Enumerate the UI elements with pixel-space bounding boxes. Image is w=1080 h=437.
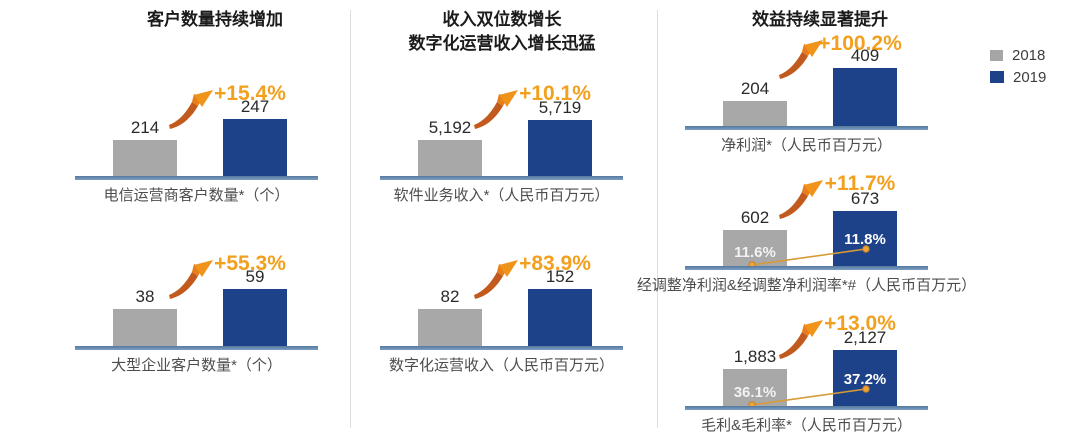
- title-line: 收入双位数增长: [442, 10, 562, 29]
- bar-2019: [833, 350, 897, 406]
- growth-label: +100.2%: [818, 32, 902, 55]
- legend-item-2018: 2018: [990, 44, 1046, 66]
- chart-caption: 软件业务收入*（人民币百万元）: [393, 187, 610, 204]
- chart-software-business-revenue: +10.1% 5,192 5,719 软件业务收入*（人民币百万元）: [380, 60, 623, 204]
- growth-arrow-icon: [779, 40, 823, 79]
- value-2018: 1,883: [733, 347, 777, 366]
- legend-item-2019: 2019: [990, 66, 1046, 88]
- value-2019: 247: [240, 97, 270, 116]
- axis-line: [75, 176, 318, 180]
- growth-arrow-icon: [474, 90, 518, 129]
- value-2019: 5,719: [538, 98, 582, 117]
- growth-label: +55.3%: [214, 252, 286, 275]
- value-2018: 214: [130, 118, 160, 137]
- value-2018: 38: [135, 287, 155, 306]
- chart-adjusted-net-profit: +11.7% 602 673 11.6% 11.8% 经调整净利润&经调整净利润…: [637, 150, 976, 294]
- growth-label: +83.9%: [519, 252, 591, 275]
- legend-label: 2018: [1012, 46, 1046, 64]
- bar-2018: [723, 369, 787, 406]
- rate-2018: 36.1%: [733, 384, 777, 401]
- bar-2019: [833, 68, 897, 126]
- bar-2018: [418, 309, 482, 346]
- axis-line: [685, 126, 928, 130]
- chart-caption: 电信运营商客户数量*（个）: [103, 187, 290, 204]
- value-2019: 2,127: [843, 328, 887, 347]
- legend-label: 2019: [1013, 68, 1047, 86]
- rate-2019: 37.2%: [843, 371, 887, 388]
- column-divider: [657, 10, 658, 428]
- bar-2019: [528, 120, 592, 176]
- title-line: 数字化运营收入增长迅猛: [408, 34, 596, 53]
- value-2018: 204: [740, 79, 770, 98]
- legend: 2018 2019: [990, 44, 1046, 88]
- growth-arrow-icon: [779, 320, 823, 359]
- column-divider: [350, 10, 351, 428]
- column-title-profit: 效益持续显著提升: [685, 8, 955, 32]
- title-line: 效益持续显著提升: [752, 10, 888, 29]
- value-2019: 409: [850, 46, 880, 65]
- bar-2019: [223, 119, 287, 176]
- growth-arrow-icon: [474, 260, 518, 299]
- bar-2019: [528, 289, 592, 346]
- chart-caption: 经调整净利润&经调整净利润率*#（人民币百万元）: [636, 277, 977, 294]
- bar-2018: [113, 140, 177, 176]
- axis-line: [380, 176, 623, 180]
- chart-digital-operation-revenue: +83.9% 82 152 数字化运营收入（人民币百万元）: [380, 230, 623, 374]
- bar-2018: [113, 309, 177, 346]
- value-2018: 5,192: [428, 118, 472, 137]
- growth-arrow-icon: [779, 180, 823, 219]
- growth-label: +13.0%: [824, 312, 896, 335]
- legend-swatch-2018: [990, 49, 1003, 61]
- value-2019: 673: [850, 189, 880, 208]
- chart-large-enterprise-customers: +55.3% 38 59 大型企业客户数量*（个）: [75, 230, 318, 374]
- bar-2019: [223, 289, 287, 346]
- value-2018: 82: [440, 287, 460, 306]
- growth-label: +15.4%: [214, 82, 286, 105]
- legend-swatch-2019: [990, 71, 1004, 83]
- growth-arrow-icon: [169, 260, 213, 299]
- chart-net-profit: +100.2% 204 409 净利润*（人民币百万元）: [685, 10, 928, 154]
- value-2019: 152: [545, 267, 575, 286]
- chart-caption: 毛利&毛利率*（人民币百万元）: [701, 417, 912, 434]
- title-line: 客户数量持续增加: [147, 10, 283, 29]
- value-2018: 602: [740, 208, 770, 227]
- chart-caption: 净利润*（人民币百万元）: [721, 137, 892, 154]
- chart-caption: 数字化运营收入（人民币百万元）: [388, 357, 615, 374]
- growth-label: +11.7%: [824, 172, 896, 195]
- column-title-customers: 客户数量持续增加: [75, 8, 355, 32]
- value-2019: 59: [245, 267, 265, 286]
- bar-2018: [418, 140, 482, 176]
- bar-2018: [723, 101, 787, 126]
- bar-2019: [833, 211, 897, 266]
- growth-arrow-icon: [169, 90, 213, 129]
- axis-line: [685, 406, 928, 410]
- chart-caption: 大型企业客户数量*（个）: [111, 357, 282, 374]
- rate-2019: 11.8%: [844, 231, 886, 248]
- bar-2018: [723, 230, 787, 266]
- axis-line: [685, 266, 928, 270]
- chart-gross-profit: +13.0% 1,883 2,127 36.1% 37.2% 毛利&毛利率*（人…: [685, 290, 928, 434]
- chart-telecom-operator-customers: +15.4% 214 247 电信运营商客户数量*（个）: [75, 60, 318, 204]
- axis-line: [380, 346, 623, 350]
- column-title-revenue: 收入双位数增长 数字化运营收入增长迅猛: [368, 8, 636, 56]
- rate-2018: 11.6%: [734, 244, 776, 261]
- growth-label: +10.1%: [519, 82, 591, 105]
- axis-line: [75, 346, 318, 350]
